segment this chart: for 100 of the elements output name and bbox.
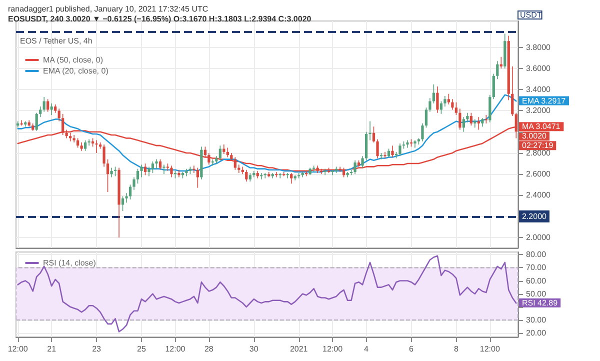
x-tick-label: 12:00 [165,344,186,354]
candlestick [140,164,143,178]
y-tick-label: 20.00 [526,328,547,338]
candlestick [132,176,136,190]
text: 3.0020 [522,132,548,141]
candlestick [218,145,222,161]
candlestick [114,166,117,177]
candlestick [20,120,23,126]
y-tick-label: 2.6000 [526,170,552,179]
candlestick [324,168,326,176]
candlestick [391,145,394,158]
candlestick [58,108,60,122]
candlestick [178,169,180,178]
candlestick [222,144,226,154]
candlestick [290,172,293,184]
text: MA 3.0471 [522,122,561,132]
candlestick [372,126,376,143]
legend-label: EMA (20, close, 0) [43,66,109,76]
candlestick [245,169,248,182]
y-tick-label: 60.00 [526,276,547,286]
candlestick [260,172,263,180]
y-tick-label: 3.4000 [526,85,552,94]
candlestick [35,112,38,132]
candlestick [102,144,106,168]
candlestick [170,165,173,178]
candlestick [50,102,53,116]
candlestick [488,94,492,123]
text: EMA 3.2917 [522,96,566,106]
candlestick [158,158,162,170]
candlestick [162,164,166,174]
candlestick [440,100,443,114]
y-tick-label: 2.4000 [526,190,552,200]
candlestick [368,120,372,141]
candlestick [458,108,462,130]
candlestick [208,152,210,165]
candlestick [106,158,110,192]
candlestick [204,146,206,158]
candlestick [496,60,499,80]
y-tick-label: 3.2000 [526,106,552,116]
chart-subtitle: EOSUSDT, 240 3.0020 ▼ −0.6125 (−16.95%) O:3.1670 H:3.1803 L:2.9394 C:3.0020 [8,14,312,24]
x-tick-label: 25 [137,344,146,354]
candlestick [196,167,200,188]
candlestick [76,138,80,148]
y-tick-label: 30.00 [526,316,547,324]
candlestick [376,138,379,159]
candlestick [477,116,480,130]
x-tick-label: 21 [47,344,57,354]
candlestick [286,172,289,179]
candlestick [39,106,42,118]
candlestick [462,116,465,132]
x-tick-label: 2021 [290,344,308,354]
chart-title: ranadagger1 published, January 10, 2021 17:32:45 UTC [8,4,208,14]
candlestick [275,172,278,178]
candlestick [492,73,495,100]
candlestick [125,192,128,203]
legend-label: MA (50, close, 0) [43,56,104,64]
candlestick [511,66,514,116]
candlestick [252,170,256,178]
candlestick [192,165,196,174]
y-tick-label: 70.00 [526,263,547,272]
candlestick [136,168,140,184]
x-tick-label: 12:00 [480,344,500,354]
ref-line-label: 2.2000 [522,212,548,221]
candlestick [354,160,356,174]
legend-title: EOS / Tether US, 4h [20,36,92,46]
candlestick [331,169,334,176]
text: RSI 42.89 [522,298,558,308]
x-tick-label: 8 [454,344,459,354]
candlestick [398,143,402,157]
candlestick [384,152,386,159]
y-tick-label: 2.8000 [526,148,552,158]
y-tick-label: 2.0000 [526,232,552,242]
candlestick [466,112,469,123]
candlestick [128,184,132,200]
candlestick [454,102,458,116]
candlestick [264,172,266,179]
candlestick [474,118,476,128]
candlestick [46,98,50,112]
line-series [17,255,517,332]
candlestick [447,93,450,105]
candlestick [470,112,472,126]
candlestick [241,166,244,174]
y-tick-label: 3.8000 [526,42,552,52]
x-tick-label: 12:00 [8,344,28,354]
candlestick [436,86,439,114]
y-tick-label: 3.6000 [526,64,552,74]
candlestick [144,163,147,176]
candlestick [148,166,150,177]
candlestick [226,147,229,158]
y-axis-title: USDT [520,10,542,20]
x-tick-label: 23 [92,344,102,354]
x-tick-label: 28 [204,344,214,354]
candlestick [84,140,87,152]
candlestick [88,138,90,146]
candlestick [95,140,98,154]
candlestick [421,123,424,142]
candlestick [500,56,502,69]
legend-label: RSI (14, close) [43,258,96,268]
y-tick-label: 80.00 [526,250,547,260]
y-tick-label: 50.00 [526,289,547,298]
